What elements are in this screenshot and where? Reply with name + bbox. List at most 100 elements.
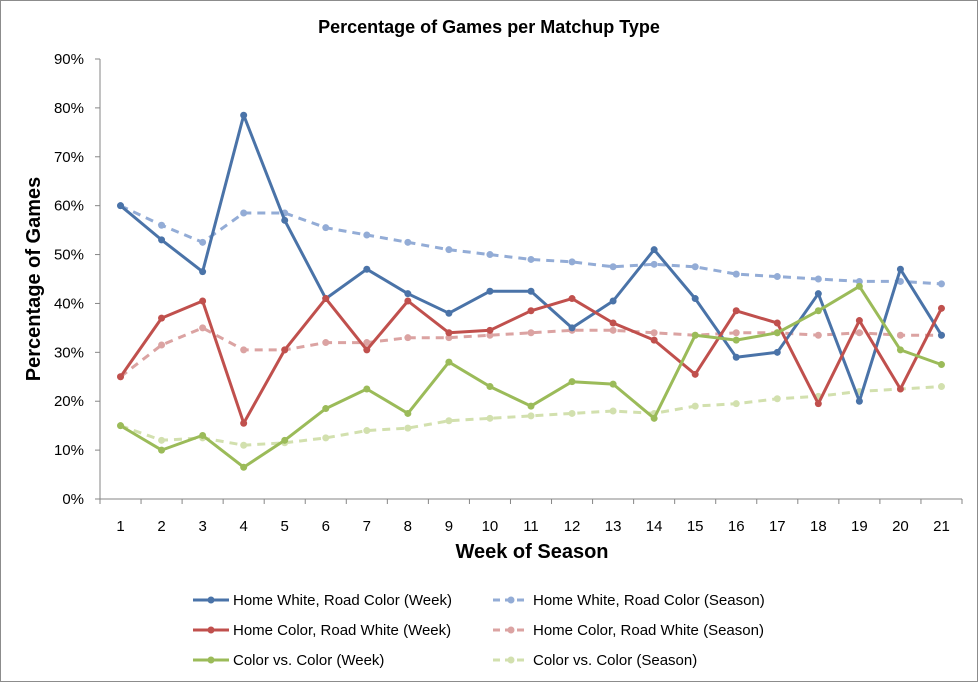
x-tick-label: 6 xyxy=(322,518,330,535)
data-point xyxy=(855,329,863,337)
data-point xyxy=(937,383,945,391)
data-point xyxy=(158,436,166,444)
data-point xyxy=(199,268,207,276)
series-line xyxy=(119,326,942,378)
data-point xyxy=(896,331,904,339)
legend-swatch-marker xyxy=(207,656,215,664)
data-point xyxy=(609,319,617,327)
data-point xyxy=(445,358,453,366)
data-point xyxy=(691,295,699,303)
series-line xyxy=(119,204,942,286)
legend-item: Home White, Road Color (Season) xyxy=(493,592,765,609)
data-point xyxy=(363,385,371,393)
y-tick-label: 50% xyxy=(54,247,84,264)
data-point xyxy=(527,287,535,295)
axes: 0%10%20%30%40%50%60%70%80%90%1 2 3 4 5 6 7 8 9 10… xyxy=(54,51,963,535)
data-point xyxy=(896,385,904,393)
data-point xyxy=(240,419,248,427)
legend-label: Color vs. Color (Season) xyxy=(533,652,697,669)
series-layer xyxy=(117,111,945,471)
data-point xyxy=(937,331,945,339)
x-tick-label: 13 xyxy=(605,518,622,535)
data-point xyxy=(896,265,904,273)
data-point xyxy=(650,246,658,254)
data-point xyxy=(199,324,207,332)
x-tick-label: 12 xyxy=(564,518,581,535)
series-line xyxy=(119,385,942,447)
data-point xyxy=(814,331,822,339)
x-tick-label: 7 xyxy=(363,518,371,535)
data-point xyxy=(732,329,740,337)
data-point xyxy=(609,263,617,271)
data-point xyxy=(281,346,289,354)
x-tick-label: 19 xyxy=(851,518,868,535)
data-point xyxy=(322,224,330,232)
x-tick-label: 14 xyxy=(646,518,663,535)
x-tick-label: 18 xyxy=(810,518,827,535)
data-point xyxy=(814,400,822,408)
data-point xyxy=(322,405,330,413)
data-point xyxy=(486,326,494,334)
data-point xyxy=(855,317,863,325)
legend-label: Home Color, Road White (Season) xyxy=(533,622,764,639)
series-home-color-road-white-week xyxy=(117,295,945,427)
data-point xyxy=(158,221,166,229)
data-point xyxy=(773,329,781,337)
data-point xyxy=(691,263,699,271)
y-tick-label: 30% xyxy=(54,344,84,361)
data-point xyxy=(404,409,412,417)
data-point xyxy=(937,280,945,288)
series-home-white-road-color-season xyxy=(117,202,945,288)
data-point xyxy=(199,431,207,439)
data-point xyxy=(568,324,576,332)
x-tick-label: 17 xyxy=(769,518,786,535)
data-point xyxy=(404,238,412,246)
data-point xyxy=(609,326,617,334)
data-point xyxy=(445,329,453,337)
x-tick-label: 21 xyxy=(933,518,950,535)
data-point xyxy=(158,314,166,322)
data-point xyxy=(896,346,904,354)
x-tick-label: 3 xyxy=(198,518,206,535)
legend: Home White, Road Color (Week) Home White,… xyxy=(193,592,765,669)
data-point xyxy=(363,339,371,347)
x-axis-title: Week of Season xyxy=(455,541,608,563)
data-point xyxy=(486,414,494,422)
data-point xyxy=(609,297,617,305)
data-point xyxy=(568,409,576,417)
data-point xyxy=(322,295,330,303)
x-tick-label: 8 xyxy=(404,518,412,535)
data-point xyxy=(404,334,412,342)
data-point xyxy=(527,412,535,420)
data-point xyxy=(281,436,289,444)
data-point xyxy=(609,407,617,415)
legend-item: Home Color, Road White (Week) xyxy=(193,622,451,639)
data-point xyxy=(732,336,740,344)
data-point xyxy=(527,329,535,337)
x-tick-label: 4 xyxy=(239,518,247,535)
data-point xyxy=(814,275,822,283)
data-point xyxy=(158,236,166,244)
legend-swatch-marker xyxy=(207,596,215,604)
x-tick-label: 15 xyxy=(687,518,704,535)
x-tick-label: 11 xyxy=(523,518,539,535)
data-point xyxy=(117,373,125,381)
data-point xyxy=(158,446,166,454)
data-point xyxy=(240,441,248,449)
data-point xyxy=(773,348,781,356)
data-point xyxy=(814,307,822,315)
chart-title: Percentage of Games per Matchup Type xyxy=(318,17,660,37)
data-point xyxy=(445,334,453,342)
legend-label: Color vs. Color (Week) xyxy=(233,652,384,669)
data-point xyxy=(445,417,453,425)
data-point xyxy=(445,246,453,254)
data-point xyxy=(568,378,576,386)
data-point xyxy=(486,383,494,391)
data-point xyxy=(855,397,863,405)
data-point xyxy=(404,424,412,432)
data-point xyxy=(773,395,781,403)
data-point xyxy=(568,295,576,303)
legend-swatch-marker xyxy=(507,596,515,604)
data-point xyxy=(363,346,371,354)
